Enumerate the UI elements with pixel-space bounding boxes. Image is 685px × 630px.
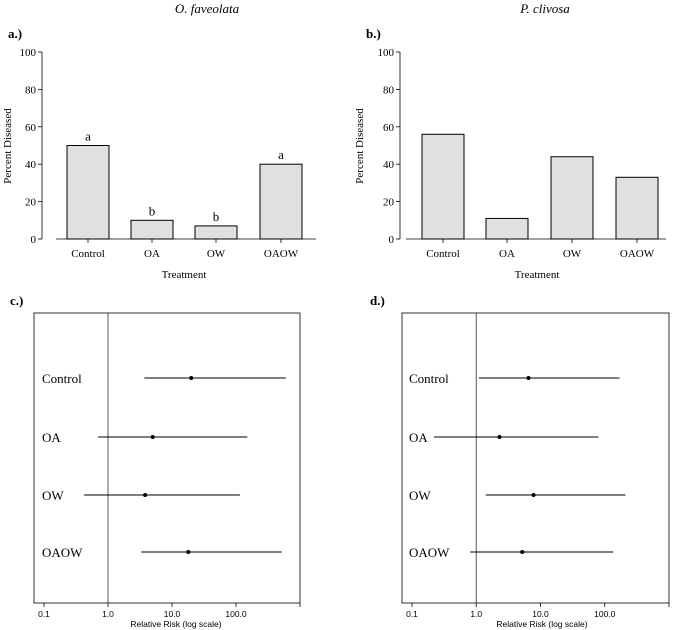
panel-a-significance-letter: b — [149, 203, 156, 218]
panel-a-significance-letter: a — [85, 129, 91, 144]
panel-d-estimate-point-control — [526, 376, 531, 380]
panel-b-bar-ow — [550, 156, 594, 240]
panel-a-xtick-label: OA — [144, 248, 160, 260]
panel-d-xtick-label: 100.0 — [594, 609, 616, 619]
panel-c-xtick-label: 10.0 — [164, 609, 181, 619]
panel-c-estimate-point-oa — [150, 435, 155, 439]
panel-b-ytick-label: 0 — [389, 234, 395, 246]
panel-a-ytick-label: 20 — [25, 197, 37, 209]
panel-d-row-label-oa: OA — [409, 430, 428, 445]
panel-c-estimate-point-control — [189, 376, 194, 380]
panel-a-xtick-label: OW — [207, 248, 226, 260]
panel-b-xtick-label: OAOW — [620, 248, 655, 260]
panel-c-xtick-label: 100.0 — [225, 609, 247, 619]
panel-a-xlabel: Treatment — [162, 269, 207, 281]
panel-d-row-label-oaow: OAOW — [409, 545, 450, 560]
panel-a-ytick-label: 0 — [31, 234, 37, 246]
panel-d-frame — [401, 312, 670, 604]
panel-c-row-label-control: Control — [42, 371, 82, 386]
panel-d-xlabel: Relative Risk (log scale) — [496, 619, 587, 629]
panel-b-xtick-label: OW — [563, 248, 582, 260]
panel-a-ytick-label: 60 — [25, 122, 37, 134]
panel-b-title: P. clivosa — [519, 1, 570, 16]
panel-a-label: a.) — [8, 26, 22, 41]
panel-c-forest-plot: c.) Relative Risk (log scale) 0.1 1.0 10.0… — [10, 293, 301, 629]
panel-c-estimate-point-oaow — [186, 550, 191, 554]
panel-b-ytick-label: 80 — [383, 84, 395, 96]
panel-b-bar-oa — [485, 217, 529, 240]
panel-a-bar-ow — [194, 225, 238, 240]
panel-d-xtick-label: 0.1 — [406, 609, 418, 619]
panel-a-bar-control — [66, 145, 110, 240]
panel-b-bar-oaow — [615, 176, 659, 240]
panel-c-frame — [33, 312, 301, 604]
panel-b-ytick-label: 20 — [383, 197, 395, 209]
panel-c-estimate-point-ow — [143, 493, 148, 497]
panel-d-label: d.) — [370, 293, 385, 308]
panel-a-significance-letter: b — [213, 209, 220, 224]
panel-b-label: b.) — [366, 26, 381, 41]
panel-a-title: O. faveolata — [175, 1, 240, 16]
panel-b-xtick-label: OA — [499, 248, 515, 260]
panel-d-estimate-point-oa — [497, 435, 502, 439]
panel-d-row-label-control: Control — [409, 371, 449, 386]
panel-a-bar-chart: O. faveolata a.) Percent Diseased Treatm… — [2, 1, 316, 281]
panel-a-significance-letter: a — [278, 147, 284, 162]
panel-c-row-label-oaow: OAOW — [42, 545, 83, 560]
panel-c-row-label-oa: OA — [42, 430, 61, 445]
panel-a-ytick-label: 40 — [25, 159, 37, 171]
panel-a-ytick-label: 80 — [25, 84, 37, 96]
panel-b-xtick-label: Control — [426, 248, 460, 260]
panel-b-ytick-label: 100 — [378, 47, 395, 59]
panel-c-label: c.) — [10, 293, 23, 308]
panel-c-xtick-label: 0.1 — [38, 609, 50, 619]
panel-d-row-label-ow: OW — [409, 488, 431, 503]
panel-b-ytick-label: 40 — [383, 159, 395, 171]
panel-b-xlabel: Treatment — [515, 269, 560, 281]
panel-b-bar-control — [421, 133, 465, 240]
panel-d-estimate-point-oaow — [520, 550, 525, 554]
panel-b-ylabel: Percent Diseased — [354, 108, 366, 184]
panel-c-xtick-label: 1.0 — [102, 609, 114, 619]
panel-d-forest-plot: d.) Relative Risk (log scale) 0.1 1.0 10.0… — [370, 293, 670, 629]
panel-a-xtick-label: OAOW — [264, 248, 299, 260]
panel-d-xtick-label: 1.0 — [470, 609, 482, 619]
panel-d-xtick-label: 10.0 — [532, 609, 549, 619]
panel-a-bar-oaow — [259, 163, 303, 240]
panel-c-xlabel: Relative Risk (log scale) — [130, 619, 221, 629]
panel-a-bar-oa — [130, 219, 174, 240]
panel-c-row-label-ow: OW — [42, 488, 64, 503]
panel-b-ytick-label: 60 — [383, 122, 395, 134]
panel-d-estimate-point-ow — [531, 493, 536, 497]
panel-a-ylabel: Percent Diseased — [2, 108, 14, 184]
panel-a-xtick-label: Control — [71, 248, 105, 260]
panel-a-ytick-label: 100 — [20, 47, 37, 59]
panel-b-bar-chart: P. clivosa b.) Percent Diseased Treatmen… — [354, 1, 666, 281]
